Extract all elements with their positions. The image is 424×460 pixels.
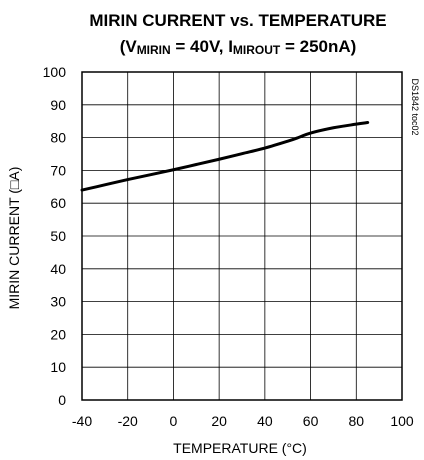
y-tick-label: 60 (50, 195, 66, 211)
y-tick-label: 100 (43, 64, 67, 80)
y-tick-label: 30 (50, 294, 66, 310)
x-tick-label: -40 (72, 413, 92, 429)
x-tick-label: 100 (390, 413, 414, 429)
chart-title-line2: (VMIRIN = 40V, IMIROUT = 250nA) (120, 37, 357, 57)
x-axis-label: TEMPERATURE (°C) (173, 440, 307, 456)
title2-part-3: = 250nA) (280, 37, 356, 56)
title2-sub-1: MIRIN (137, 43, 171, 57)
title2-part-1: (V (120, 37, 138, 56)
y-tick-label: 80 (50, 130, 66, 146)
x-tick-label: 40 (257, 413, 273, 429)
y-tick-label: 50 (50, 228, 66, 244)
title2-part-2: = 40V, I (171, 37, 233, 56)
y-tick-label: 70 (50, 162, 66, 178)
x-tick-label: 20 (211, 413, 227, 429)
y-tick-label: 90 (50, 97, 66, 113)
y-tick-label: 0 (58, 392, 66, 408)
plot-frame (81, 71, 403, 401)
y-tick-label: 20 (50, 326, 66, 342)
y-axis-label: MIRIN CURRENT (□A) (6, 167, 22, 310)
x-tick-label: 0 (170, 413, 178, 429)
x-tick-label: 80 (348, 413, 364, 429)
x-tick-label: 60 (303, 413, 319, 429)
figure-id: DS1842 toc02 (410, 78, 420, 135)
chart-title-line1: MIRIN CURRENT vs. TEMPERATURE (89, 11, 386, 30)
x-tick-labels: -40 -20 0 20 40 60 80 100 (72, 413, 414, 429)
y-tick-labels: 0 10 20 30 40 50 60 70 80 90 100 (43, 64, 67, 408)
y-tick-label: 40 (50, 261, 66, 277)
x-tick-label: -20 (118, 413, 138, 429)
title2-sub-2: MIROUT (233, 43, 281, 57)
series-line (80, 121, 370, 192)
grid (81, 71, 403, 401)
y-tick-label: 10 (50, 359, 66, 375)
